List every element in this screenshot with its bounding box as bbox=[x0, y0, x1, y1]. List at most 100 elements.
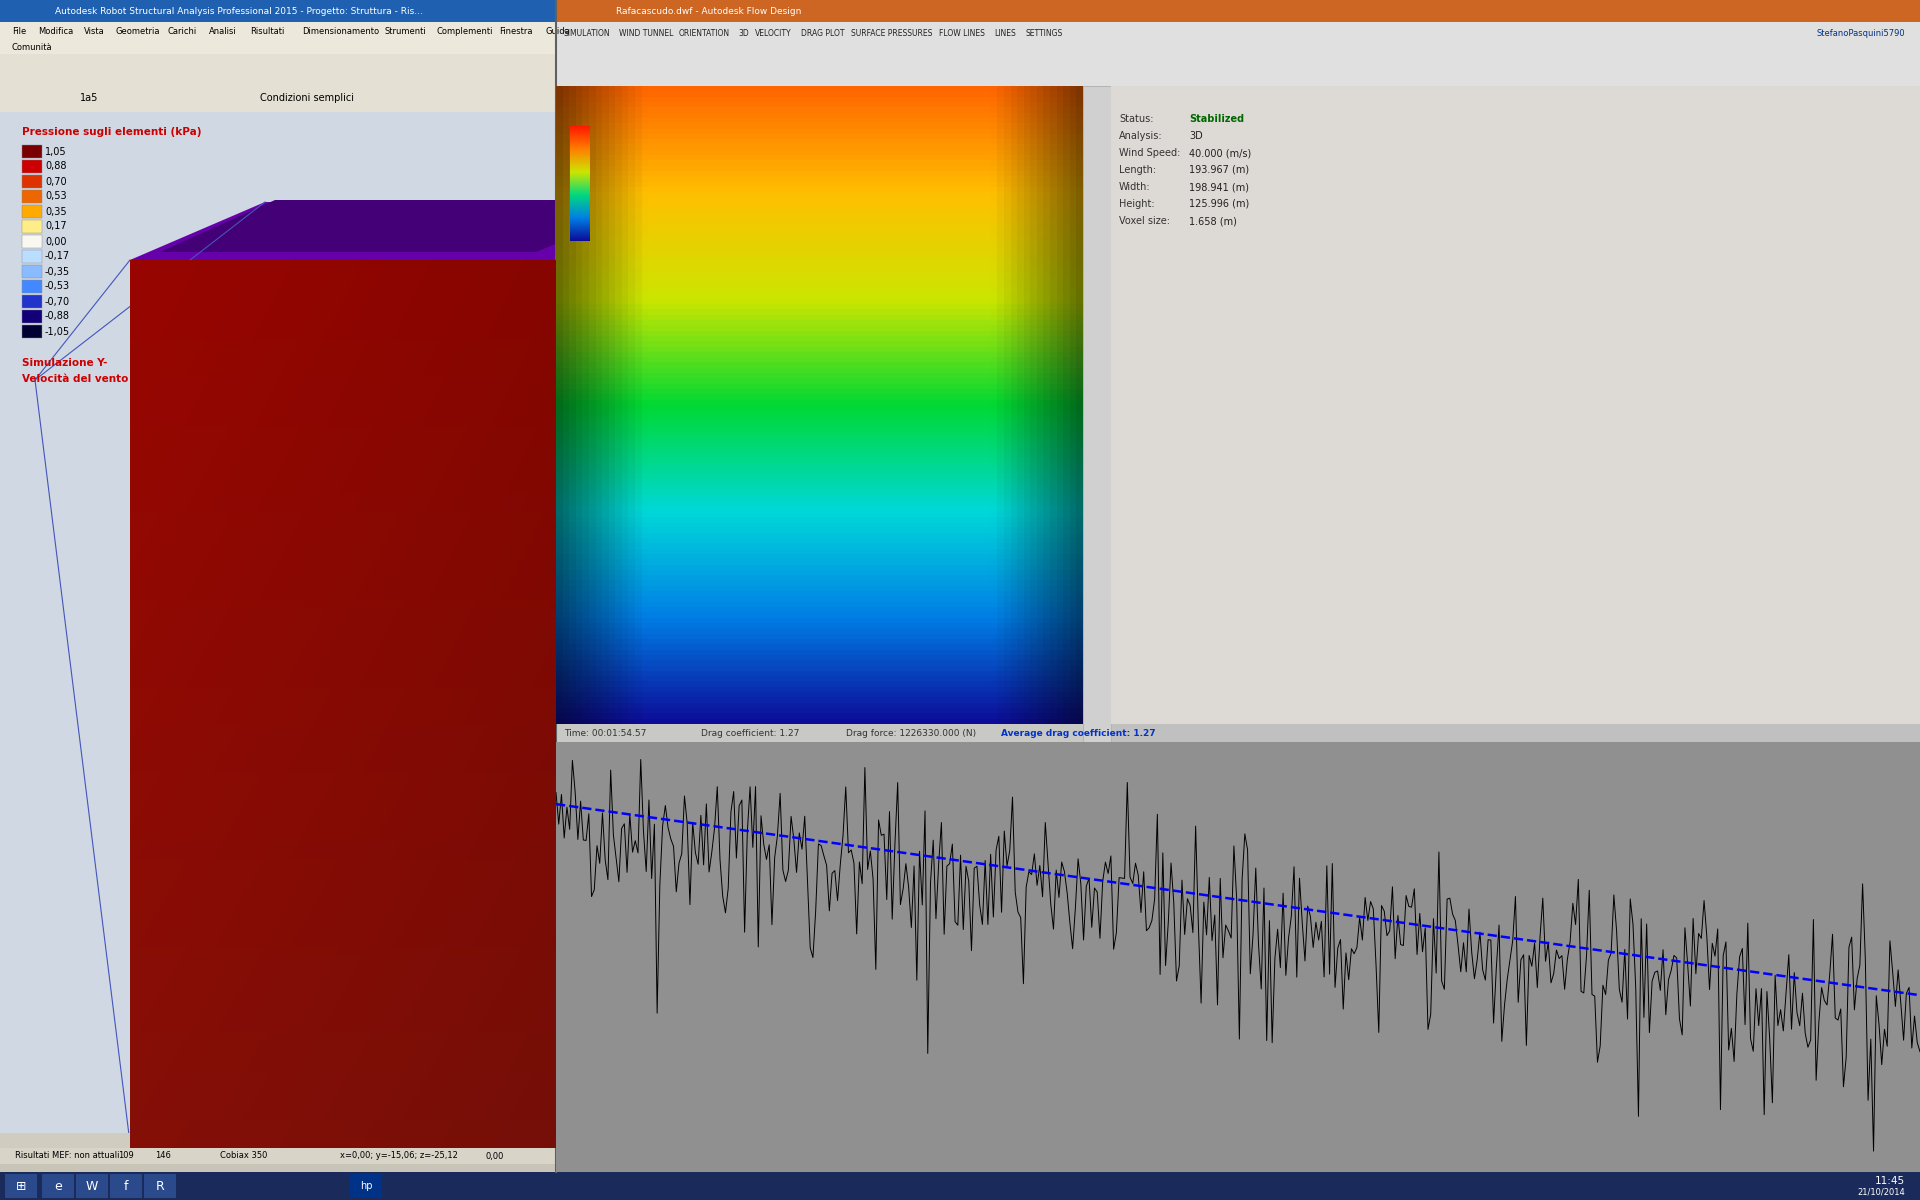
Text: File: File bbox=[12, 26, 27, 36]
Text: 193.967 (m): 193.967 (m) bbox=[1188, 164, 1250, 175]
Text: Risultati MEF: non attuali: Risultati MEF: non attuali bbox=[15, 1152, 119, 1160]
Text: Stabilized: Stabilized bbox=[1188, 114, 1244, 124]
Text: 0,00: 0,00 bbox=[486, 1152, 503, 1160]
Text: Wind Speed:: Wind Speed: bbox=[1119, 148, 1181, 158]
Text: Cobiax 350: Cobiax 350 bbox=[221, 1152, 267, 1160]
Text: Length:: Length: bbox=[1119, 164, 1156, 175]
Bar bbox=[21, 295, 42, 308]
Bar bbox=[131, 260, 557, 278]
Text: -0,17: -0,17 bbox=[44, 252, 71, 262]
Text: 21/10/2014: 21/10/2014 bbox=[1857, 1188, 1905, 1196]
Text: 0,35: 0,35 bbox=[44, 206, 67, 216]
Text: Geometria: Geometria bbox=[115, 26, 159, 36]
Text: DRAG PLOT: DRAG PLOT bbox=[801, 29, 845, 37]
Text: Rafacascudo.dwf - Autodesk Flow Design: Rafacascudo.dwf - Autodesk Flow Design bbox=[616, 6, 801, 16]
Text: R: R bbox=[156, 1180, 165, 1193]
Text: ORIENTATION: ORIENTATION bbox=[680, 29, 730, 37]
Text: Complementi: Complementi bbox=[436, 26, 493, 36]
Bar bbox=[77, 1174, 108, 1198]
Text: Condizioni semplici: Condizioni semplici bbox=[259, 92, 353, 103]
Text: -0,35: -0,35 bbox=[44, 266, 71, 276]
Text: Width:: Width: bbox=[1119, 182, 1150, 192]
Text: 36.302 [717.144]: 36.302 [717.144] bbox=[593, 179, 672, 188]
Text: FLOW LINES: FLOW LINES bbox=[939, 29, 985, 37]
Polygon shape bbox=[159, 200, 660, 252]
Polygon shape bbox=[131, 202, 691, 260]
Bar bbox=[349, 1174, 382, 1198]
Bar bbox=[1083, 86, 1112, 1172]
Bar bbox=[42, 1174, 75, 1198]
Bar bbox=[21, 250, 42, 263]
Text: hp: hp bbox=[359, 1181, 372, 1190]
Bar bbox=[21, 175, 42, 188]
Text: 0,88: 0,88 bbox=[44, 162, 67, 172]
Bar bbox=[21, 235, 42, 248]
Text: Vista: Vista bbox=[84, 26, 106, 36]
Text: 40.000 (m/s): 40.000 (m/s) bbox=[1188, 148, 1252, 158]
Text: Comunità: Comunità bbox=[12, 42, 52, 52]
Bar bbox=[557, 0, 1920, 22]
Text: LINES: LINES bbox=[995, 29, 1016, 37]
Bar bbox=[0, 22, 557, 40]
Text: W: W bbox=[86, 1180, 98, 1193]
Polygon shape bbox=[557, 28, 1167, 86]
Text: Strumenti: Strumenti bbox=[384, 26, 426, 36]
Text: Dimensionamento: Dimensionamento bbox=[301, 26, 378, 36]
Text: SETTINGS: SETTINGS bbox=[1025, 29, 1062, 37]
Text: WIND TUNNEL: WIND TUNNEL bbox=[618, 29, 674, 37]
Bar bbox=[0, 54, 557, 84]
Text: 1.658 (m): 1.658 (m) bbox=[1188, 216, 1236, 226]
Text: x=0,00; y=-15,06; z=-25,12: x=0,00; y=-15,06; z=-25,12 bbox=[340, 1152, 457, 1160]
Text: 198.941 (m): 198.941 (m) bbox=[1188, 182, 1250, 192]
Text: Z = 0,00 m - Base: Z = 0,00 m - Base bbox=[169, 1136, 244, 1146]
Text: Pressione sugli elementi (kPa): Pressione sugli elementi (kPa) bbox=[21, 127, 202, 137]
Bar bbox=[1112, 86, 1920, 724]
Text: -1,05: -1,05 bbox=[44, 326, 71, 336]
Text: 3D: 3D bbox=[148, 1136, 159, 1146]
Text: Time (s): Time (s) bbox=[1217, 1158, 1258, 1168]
Text: Simulazione Y-: Simulazione Y- bbox=[21, 358, 108, 368]
Text: Risultati: Risultati bbox=[250, 26, 284, 36]
Bar bbox=[21, 160, 42, 173]
Bar bbox=[557, 44, 1920, 86]
Bar bbox=[21, 190, 42, 203]
Text: Analysis:: Analysis: bbox=[1119, 131, 1164, 140]
Bar bbox=[21, 205, 42, 218]
Text: 0,70: 0,70 bbox=[44, 176, 67, 186]
Bar bbox=[557, 22, 1920, 44]
Text: Autodesk Robot Structural Analysis Professional 2015 - Progetto: Struttura - Ris: Autodesk Robot Structural Analysis Profe… bbox=[56, 6, 422, 16]
Text: -0,88: -0,88 bbox=[44, 312, 69, 322]
Text: 1a5: 1a5 bbox=[81, 92, 98, 103]
Text: 44.460 [1189.532]: 44.460 [1189.532] bbox=[593, 150, 678, 160]
Bar bbox=[0, 1148, 557, 1164]
Text: Drag coefficient: 1.27: Drag coefficient: 1.27 bbox=[701, 728, 799, 738]
Bar bbox=[0, 1172, 1920, 1200]
Text: e: e bbox=[54, 1180, 61, 1193]
Text: 1,05: 1,05 bbox=[44, 146, 67, 156]
Text: Voxel size:: Voxel size: bbox=[1119, 216, 1169, 226]
Text: Guida: Guida bbox=[545, 26, 570, 36]
Bar bbox=[21, 325, 42, 338]
Text: Velocità del vento 40,00 m/s: Velocità del vento 40,00 m/s bbox=[21, 374, 190, 384]
Text: 3D: 3D bbox=[1188, 131, 1202, 140]
Bar bbox=[21, 265, 42, 278]
Bar bbox=[0, 1164, 557, 1178]
Polygon shape bbox=[0, 724, 1920, 937]
Text: Analisi: Analisi bbox=[209, 26, 236, 36]
Bar bbox=[0, 1133, 557, 1148]
Bar bbox=[144, 1174, 177, 1198]
Text: Drag force: 1226330.000 (N): Drag force: 1226330.000 (N) bbox=[847, 728, 975, 738]
Bar bbox=[21, 145, 42, 158]
Text: 25.669 [244.757]: 25.669 [244.757] bbox=[593, 208, 672, 217]
Text: Modifica: Modifica bbox=[38, 26, 73, 36]
Text: 1.27: 1.27 bbox=[559, 746, 580, 757]
Text: 109: 109 bbox=[117, 1152, 134, 1160]
Text: Carichi: Carichi bbox=[167, 26, 196, 36]
Text: Time: 00:01:54.57: Time: 00:01:54.57 bbox=[564, 728, 647, 738]
Bar bbox=[0, 40, 557, 54]
Text: Average drag coefficient: 1.27: Average drag coefficient: 1.27 bbox=[1000, 728, 1156, 738]
Text: 11:45: 11:45 bbox=[1874, 1176, 1905, 1186]
Text: StefanoPasquini5790: StefanoPasquini5790 bbox=[1816, 29, 1905, 37]
Text: 1.27: 1.27 bbox=[559, 1157, 580, 1166]
Bar bbox=[557, 724, 1083, 742]
